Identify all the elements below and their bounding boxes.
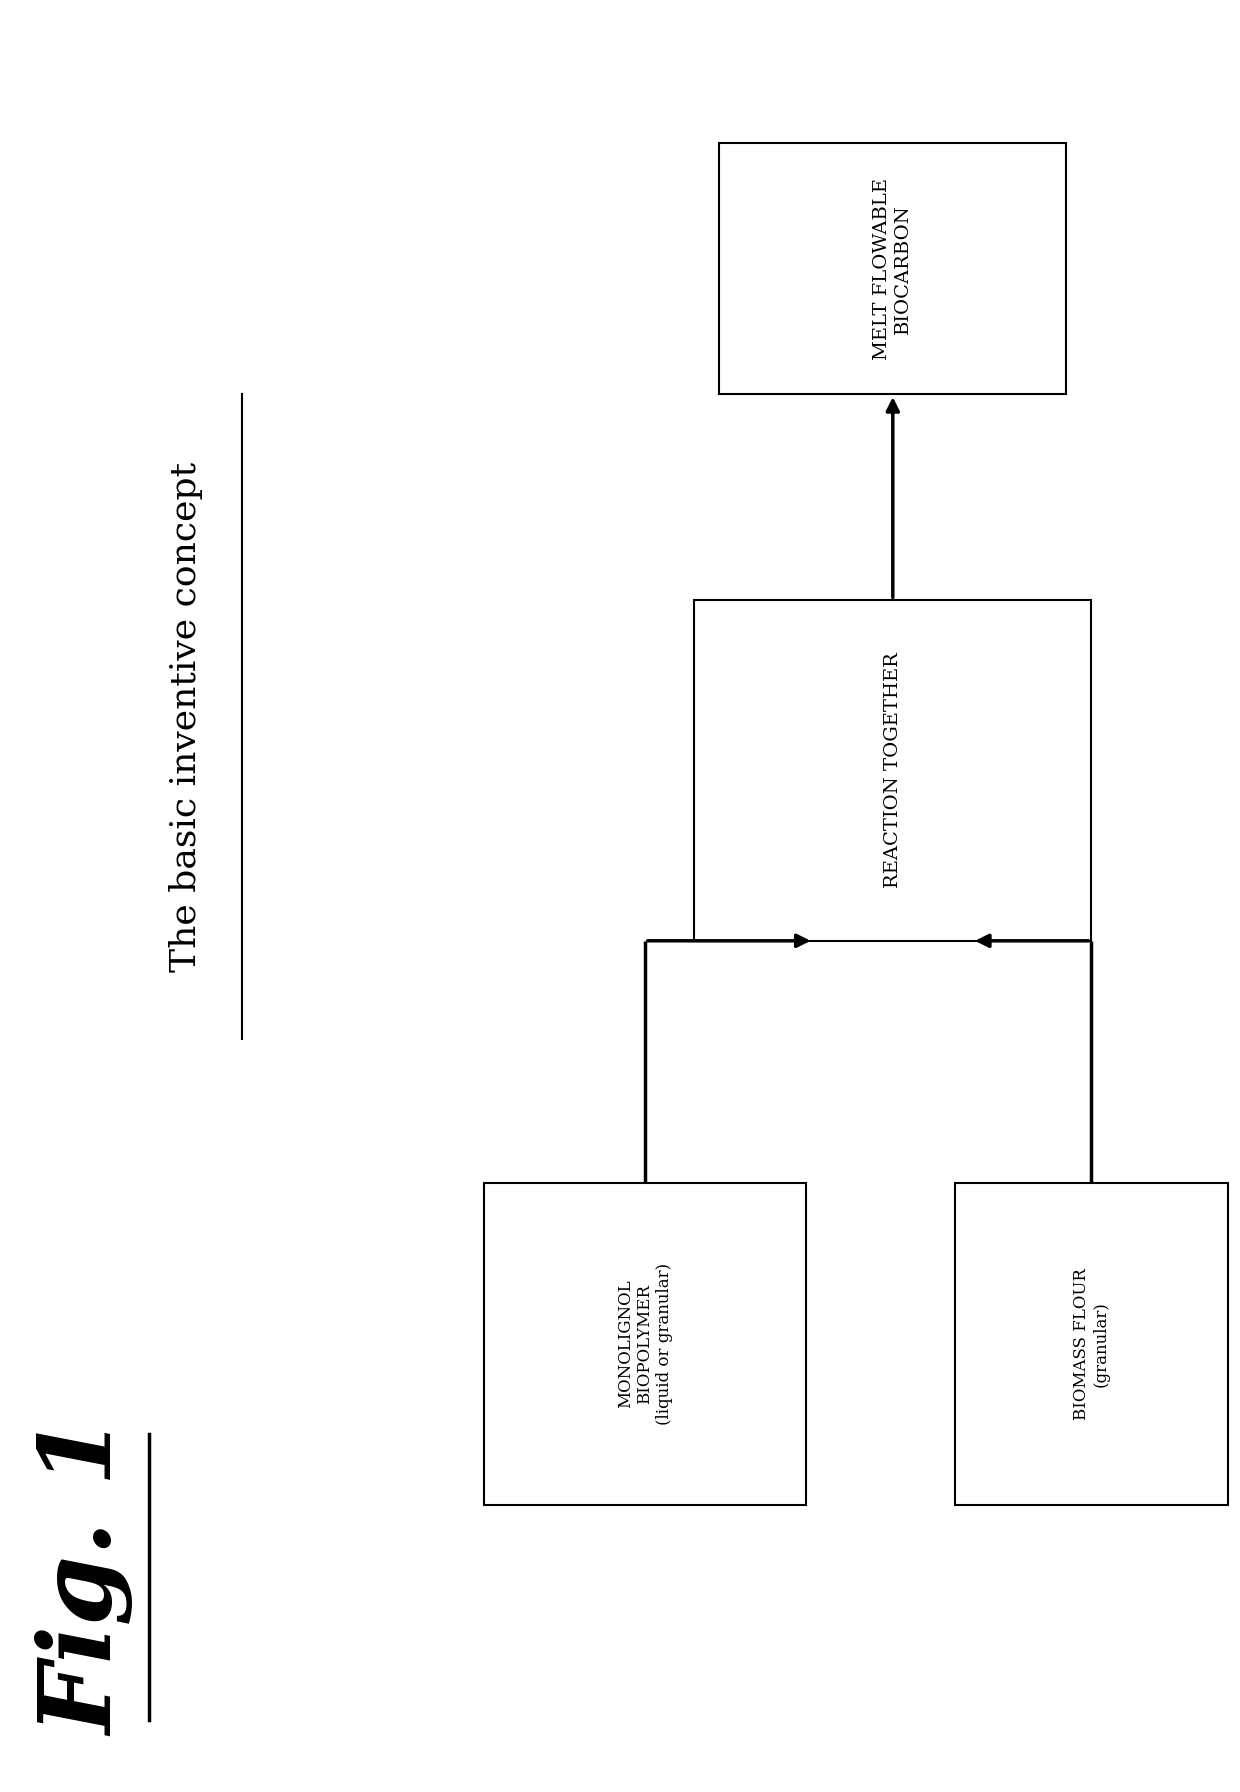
Bar — [719, 143, 1066, 394]
Bar — [484, 1183, 806, 1505]
Text: MONOLIGNOL
BIOPOLYMER
(liquid or granular): MONOLIGNOL BIOPOLYMER (liquid or granula… — [616, 1263, 673, 1425]
Text: The basic inventive concept: The basic inventive concept — [169, 462, 203, 971]
Text: REACTION TOGETHER: REACTION TOGETHER — [884, 652, 901, 889]
Text: Fig. 1: Fig. 1 — [37, 1417, 136, 1736]
Text: BIOMASS FLOUR
(granular): BIOMASS FLOUR (granular) — [1073, 1269, 1110, 1419]
Text: MELT FLOWABLE
BIOCARBON: MELT FLOWABLE BIOCARBON — [873, 177, 913, 360]
Bar — [955, 1183, 1228, 1505]
Bar — [694, 600, 1091, 941]
